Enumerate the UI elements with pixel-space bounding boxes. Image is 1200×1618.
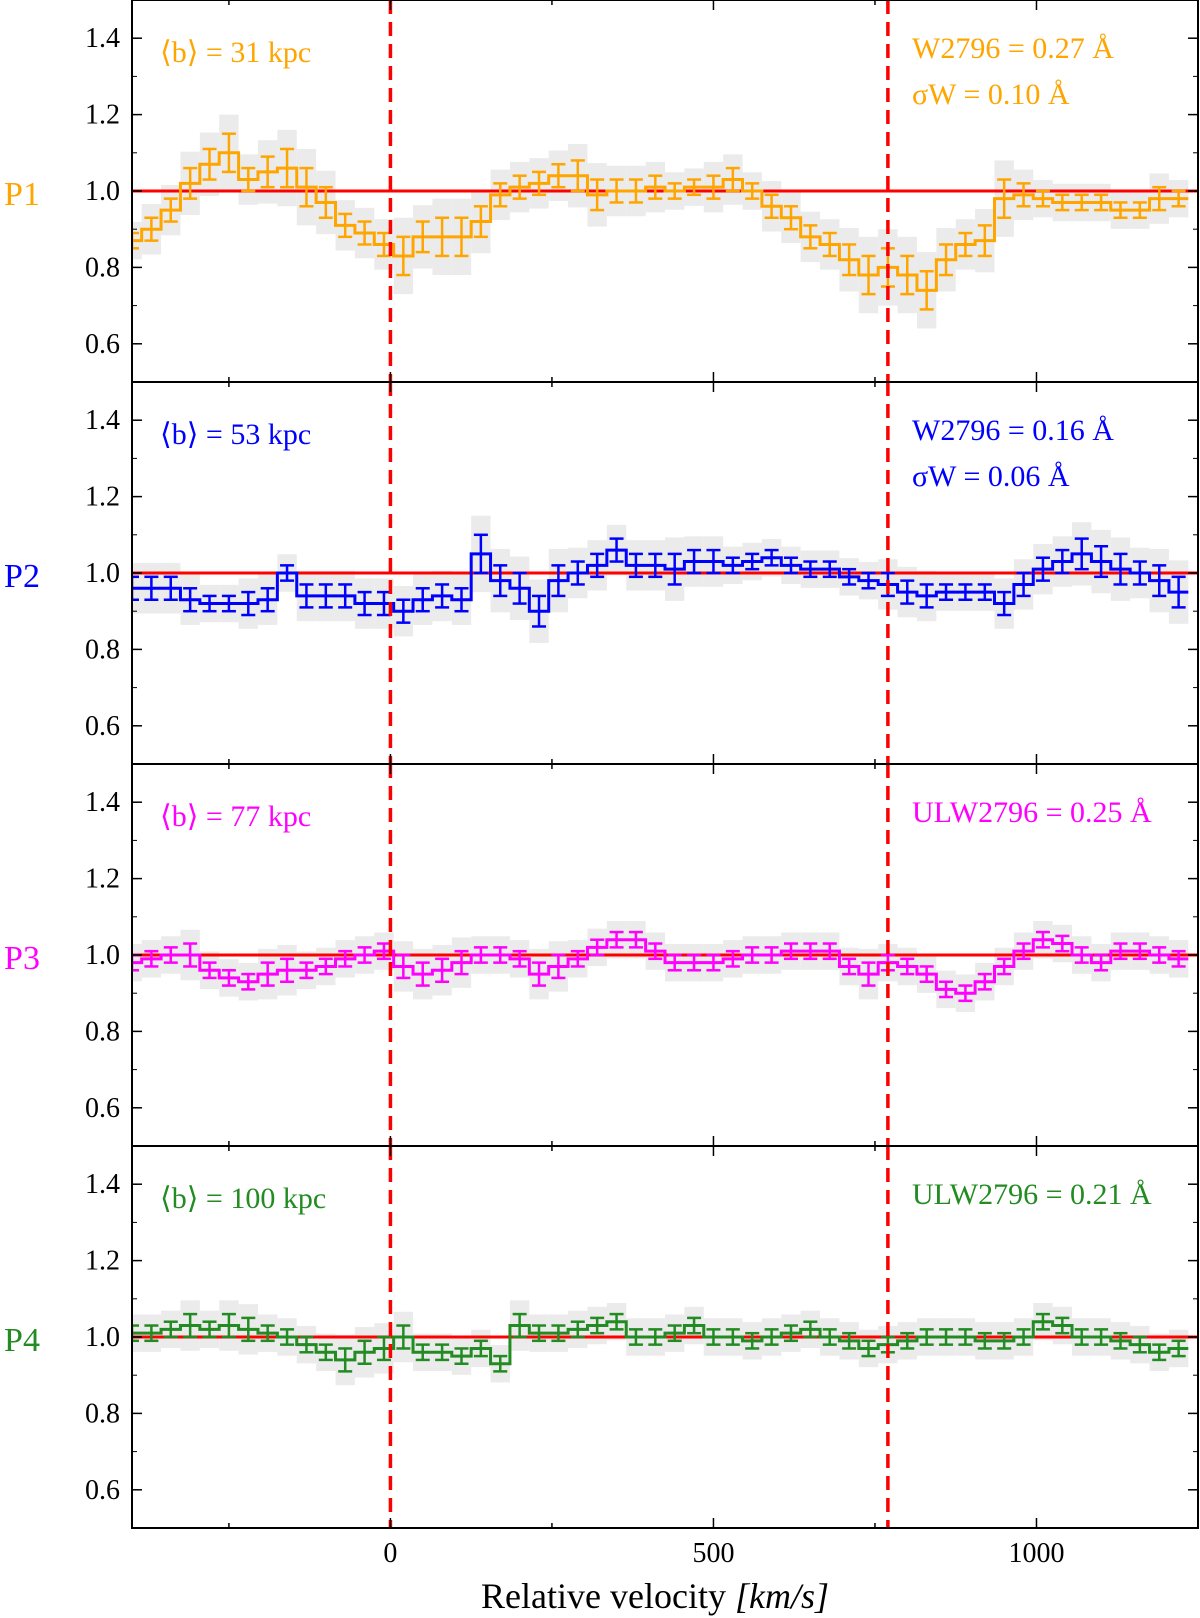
x-axis-label-text: Relative velocity: [481, 1576, 726, 1616]
x-axis-label: Relative velocity [km/s]: [481, 1576, 829, 1616]
y-tick-label: 1.0: [85, 940, 120, 971]
y-tick-label: 0.6: [85, 1093, 120, 1124]
x-tick-label: 0: [383, 1538, 397, 1569]
y-tick-label: 1.0: [85, 1322, 120, 1353]
panel-label: P3: [4, 940, 40, 977]
y-tick-label: 1.2: [85, 482, 120, 513]
x-tick-label: 500: [692, 1538, 734, 1569]
y-tick-label: 1.2: [85, 864, 120, 895]
y-tick-label: 0.6: [85, 711, 120, 742]
y-tick-label: 1.0: [85, 176, 120, 207]
x-axis-unit: [km/s]: [735, 1576, 829, 1616]
impact-parameter-label: ⟨b⟩ = 31 kpc: [160, 36, 311, 69]
impact-parameter-label: ⟨b⟩ = 100 kpc: [160, 1182, 326, 1215]
plot-area: [132, 114, 1198, 329]
y-tick-label: 1.2: [85, 100, 120, 131]
y-tick-label: 1.4: [85, 787, 120, 818]
equivalent-width-label: W2796 = 0.27 Å: [912, 32, 1114, 65]
y-tick-label: 0.8: [85, 634, 120, 665]
panels: 0.6 0.8 1.0 1.2 1.4 P1 ⟨b⟩ = 31 kpc W2796 = 0.2…: [4, 0, 1199, 1569]
equivalent-width-label: ULW2796 = 0.21 Å: [912, 1178, 1152, 1211]
y-tick-label: 0.8: [85, 252, 120, 283]
impact-parameter-label: ⟨b⟩ = 77 kpc: [160, 800, 311, 833]
panel-label: P4: [4, 1322, 40, 1359]
flux-step-line: [132, 151, 1189, 292]
panel-p2: 0.6 0.8 1.0 1.2 1.4 P2 ⟨b⟩ = 53 kpc W2796 = 0.1…: [4, 381, 1199, 765]
y-tick-label: 0.8: [85, 1398, 120, 1429]
panel-label: P1: [4, 176, 40, 213]
y-tick-label: 1.4: [85, 405, 120, 436]
panel-p1: 0.6 0.8 1.0 1.2 1.4 P1 ⟨b⟩ = 31 kpc W2796 = 0.2…: [4, 0, 1199, 383]
panel-label: P2: [4, 558, 40, 595]
y-tick-label: 0.8: [85, 1016, 120, 1047]
y-tick-label: 0.6: [85, 329, 120, 360]
y-tick-label: 1.4: [85, 1169, 120, 1200]
equivalent-width-label: ULW2796 = 0.25 Å: [912, 796, 1152, 829]
plot-area: [132, 515, 1198, 643]
x-tick-label: 1000: [1008, 1538, 1064, 1569]
y-tick-label: 1.4: [85, 23, 120, 54]
sigma-label: σW = 0.06 Å: [912, 460, 1070, 493]
plot-area: [132, 1300, 1198, 1386]
sigma-label: σW = 0.10 Å: [912, 78, 1070, 111]
y-tick-label: 1.2: [85, 1246, 120, 1277]
y-tick-label: 0.6: [85, 1475, 120, 1506]
equivalent-width-label: W2796 = 0.16 Å: [912, 414, 1114, 447]
y-tick-label: 1.0: [85, 558, 120, 589]
flux-step-line: [132, 1320, 1189, 1366]
impact-parameter-label: ⟨b⟩ = 53 kpc: [160, 418, 311, 451]
plot-area: [132, 921, 1198, 1012]
panel-p4: 0.6 0.8 1.0 1.2 1.4 P4 ⟨b⟩ = 100 kpc ULW2796 = …: [4, 1145, 1199, 1569]
panel-p3: 0.6 0.8 1.0 1.2 1.4 P3 ⟨b⟩ = 77 kpc ULW2796 = 0…: [4, 763, 1199, 1147]
